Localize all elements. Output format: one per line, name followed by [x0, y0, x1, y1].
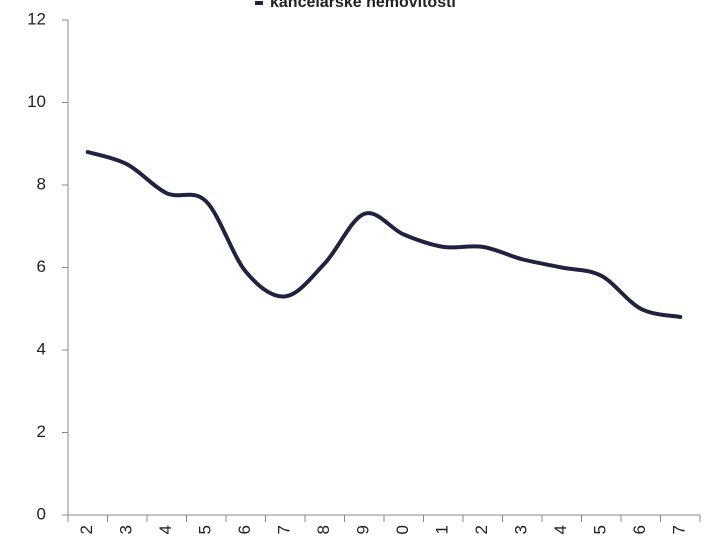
x-tick-label: 8 [314, 525, 333, 534]
x-tick-label: 5 [591, 525, 610, 534]
x-tick-label: 3 [117, 525, 136, 534]
x-tick-label: 3 [512, 525, 531, 534]
x-tick-label: 7 [275, 525, 294, 534]
x-tick-label: 2 [472, 525, 491, 534]
x-tick-label: 4 [156, 525, 175, 534]
x-tick-label: 9 [354, 525, 373, 534]
y-tick-label: 6 [37, 257, 46, 276]
y-tick-label: 2 [37, 422, 46, 441]
y-tick-label: 8 [37, 174, 46, 193]
y-tick-label: 12 [27, 9, 46, 28]
x-tick-label: 0 [393, 525, 412, 534]
x-tick-label: 5 [196, 525, 215, 534]
x-tick-label: 6 [630, 525, 649, 534]
y-tick-label: 4 [37, 339, 46, 358]
line [85, 150, 683, 319]
x-tick-label: 4 [551, 525, 570, 534]
x-tick-label: 7 [670, 525, 689, 534]
legend-label: kancelářské nemovitosti [270, 0, 456, 11]
y-tick-label: 0 [37, 504, 46, 523]
x-tick-label: 1 [433, 525, 452, 534]
y-tick-label: 10 [27, 92, 46, 111]
x-tick-label: 6 [235, 525, 254, 534]
x-tick-label: 2 [77, 525, 96, 534]
